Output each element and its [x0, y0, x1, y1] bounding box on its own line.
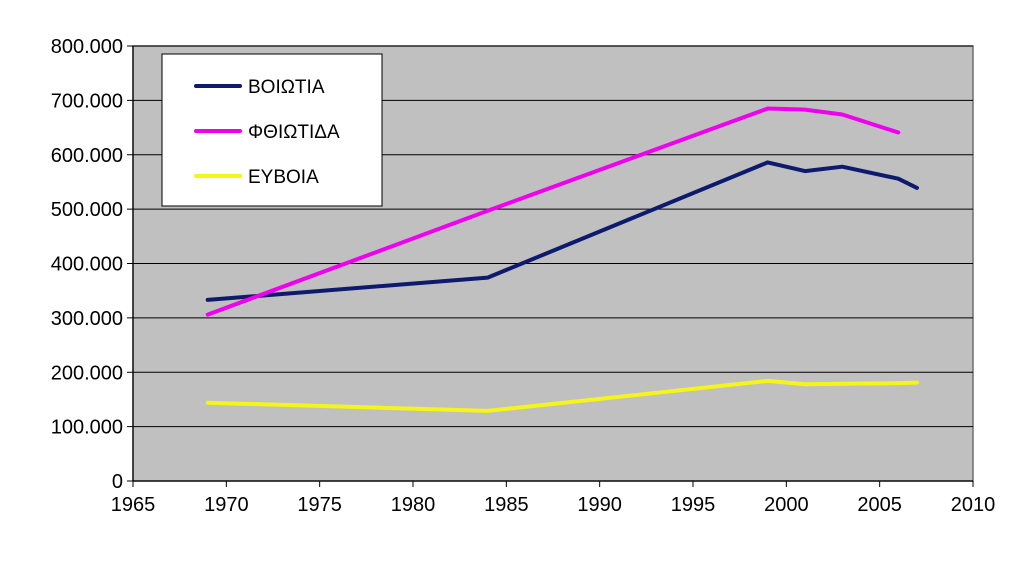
y-axis: 0 100.000 200.000 300.000 400.000 500.000 600.… — [51, 36, 134, 493]
x-tick-label: 1985 — [484, 494, 529, 516]
x-tick-label: 1965 — [111, 494, 156, 516]
legend-label: ΦΘΙΩΤΙΔΑ — [248, 122, 340, 143]
x-tick-label: 1970 — [204, 494, 249, 516]
x-tick-label: 1990 — [577, 494, 622, 516]
x-tick-label: 2010 — [951, 494, 996, 516]
x-tick-label: 2000 — [764, 494, 809, 516]
series-line-1 — [205, 160, 919, 302]
y-tick-label: 100.000 — [51, 417, 123, 439]
x-axis: 1965 1970 1975 1980 1985 1990 1995 2000 2005 2010 — [111, 480, 996, 516]
x-tick-label: 2005 — [857, 494, 902, 516]
y-tick-label: 400.000 — [51, 254, 123, 276]
x-tick-label: 1995 — [671, 494, 716, 516]
y-tick-label: 200.000 — [51, 362, 123, 384]
series-line-3 — [205, 378, 919, 413]
legend-label: ΕΥΒΟΙΑ — [248, 167, 319, 188]
x-tick-label: 1980 — [391, 494, 436, 516]
series-layer — [205, 106, 919, 413]
y-tick-label: 300.000 — [51, 308, 123, 330]
y-tick-label: 600.000 — [51, 145, 123, 167]
y-tick-label: 700.000 — [51, 90, 123, 112]
y-tick-label: 800.000 — [51, 36, 123, 58]
y-tick-label: 500.000 — [51, 199, 123, 221]
x-tick-label: 1975 — [297, 494, 342, 516]
series-line-2 — [205, 106, 901, 317]
y-tick-label: 0 — [112, 471, 123, 493]
legend: ΒΟΙΩΤΙΑ ΦΘΙΩΤΙΔΑ ΕΥΒΟΙΑ — [161, 53, 383, 207]
legend-label: ΒΟΙΩΤΙΑ — [248, 77, 325, 98]
